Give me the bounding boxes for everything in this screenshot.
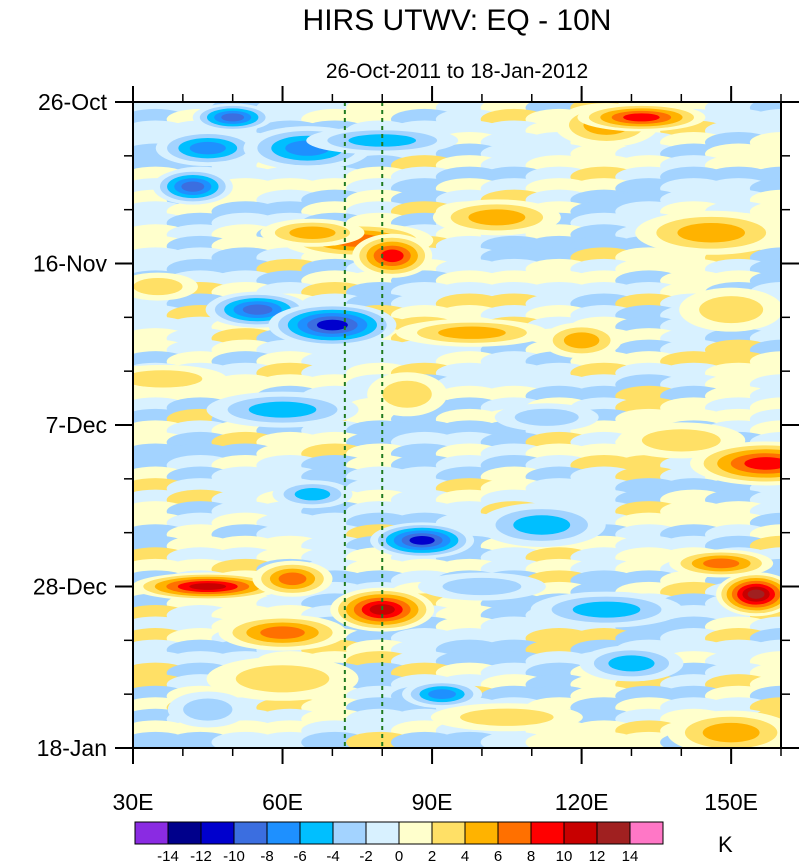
x-tick-label: 150E	[704, 789, 758, 815]
colorbar-label: -2	[359, 848, 372, 864]
colorbar-label: -6	[293, 848, 306, 864]
feature-contour	[289, 226, 336, 239]
colorbar-label: 6	[494, 848, 502, 864]
colorbar-swatch	[629, 821, 664, 845]
colorbar-swatch	[563, 821, 598, 845]
colorbar-swatch	[530, 821, 565, 845]
feature-contour	[183, 698, 233, 721]
colorbar-label: 0	[395, 848, 403, 864]
y-tick-label: 28-Dec	[33, 574, 107, 600]
colorbar-swatch	[200, 821, 235, 845]
feature-contour	[703, 558, 740, 569]
feature-contour	[181, 181, 205, 192]
colorbar-label: 8	[527, 848, 535, 864]
feature-contour	[623, 113, 660, 122]
feature-contour	[513, 515, 571, 535]
colorbar-swatch	[497, 821, 532, 845]
colorbar-label: 2	[428, 848, 436, 864]
x-tick-label: 60E	[262, 789, 303, 815]
feature-contour	[468, 209, 526, 226]
feature-contour	[409, 535, 435, 545]
colorbar-label: -4	[326, 848, 339, 864]
colorbar-swatch	[266, 821, 301, 845]
feature-contour	[278, 572, 307, 586]
chart-subtitle: 26-Oct-2011 to 18-Jan-2012	[326, 60, 588, 83]
feature-contour	[442, 577, 522, 596]
feature-contour	[699, 296, 764, 324]
colorbar-label: -14	[157, 848, 179, 864]
colorbar-label: 12	[589, 848, 606, 864]
anomaly-features	[133, 103, 781, 748]
colorbar-label: -10	[223, 848, 245, 864]
feature-contour	[189, 141, 226, 155]
chart-title: HIRS UTWV: EQ - 10N	[303, 4, 612, 37]
feature-contour	[608, 655, 655, 672]
feature-contour	[133, 277, 183, 296]
feature-contour	[460, 708, 554, 726]
y-axis: 26-Oct 16-Nov 7-Dec 28-Dec 18-Jan	[33, 89, 799, 761]
feature-contour	[294, 487, 331, 501]
feature-contour	[248, 401, 317, 418]
feature-contour	[428, 689, 456, 700]
colorbar-swatch	[596, 821, 631, 845]
feature-contour	[235, 665, 330, 693]
feature-contour	[133, 370, 203, 388]
feature-contour	[189, 583, 227, 590]
feature-contour	[563, 332, 600, 349]
reference-lines	[343, 102, 384, 748]
feature-contour	[316, 319, 348, 331]
colorbar-swatch	[431, 821, 466, 845]
x-axis: 30E 60E 90E 120E 150E	[113, 86, 782, 815]
y-tick-label: 16-Nov	[33, 251, 108, 277]
feature-contour	[382, 380, 432, 408]
colorbar-label: -8	[260, 848, 273, 864]
colorbar-swatch	[464, 821, 499, 845]
feature-contour	[260, 626, 305, 639]
colorbar-swatch	[233, 821, 268, 845]
feature-contour	[380, 249, 404, 263]
feature-contour	[514, 408, 579, 426]
feature-contour	[438, 326, 506, 339]
colorbar-unit: K	[718, 832, 733, 857]
colorbar-swatch	[398, 821, 433, 845]
y-tick-label: 26-Oct	[38, 89, 108, 115]
feature-contour	[677, 222, 745, 243]
feature-contour	[221, 113, 245, 122]
feature-contour	[641, 429, 721, 452]
colorbar-label: 14	[622, 848, 639, 864]
feature-contour	[348, 134, 417, 147]
colorbar-swatch	[299, 821, 334, 845]
colorbar-label: 10	[556, 848, 573, 864]
y-tick-label: 18-Jan	[37, 735, 107, 761]
feature-contour	[572, 601, 641, 618]
colorbar-swatch	[134, 821, 169, 845]
colorbar-label: 4	[461, 848, 469, 864]
feature-contour	[744, 457, 781, 470]
colorbar: -14 -12 -10 -8 -6 -4 -2 0 2 4 6 8 10 12 14	[134, 821, 664, 864]
colorbar-swatch	[332, 821, 367, 845]
feature-contour	[747, 589, 765, 599]
plot-area	[133, 102, 781, 748]
x-tick-label: 30E	[113, 789, 154, 815]
colorbar-label: -12	[190, 848, 212, 864]
x-tick-label: 90E	[412, 789, 453, 815]
colorbar-swatch	[365, 821, 400, 845]
x-tick-label: 120E	[555, 789, 609, 815]
colorbar-swatch	[167, 821, 202, 845]
feature-contour	[702, 722, 760, 743]
y-tick-label: 7-Dec	[46, 412, 107, 438]
feature-contour	[242, 304, 273, 315]
